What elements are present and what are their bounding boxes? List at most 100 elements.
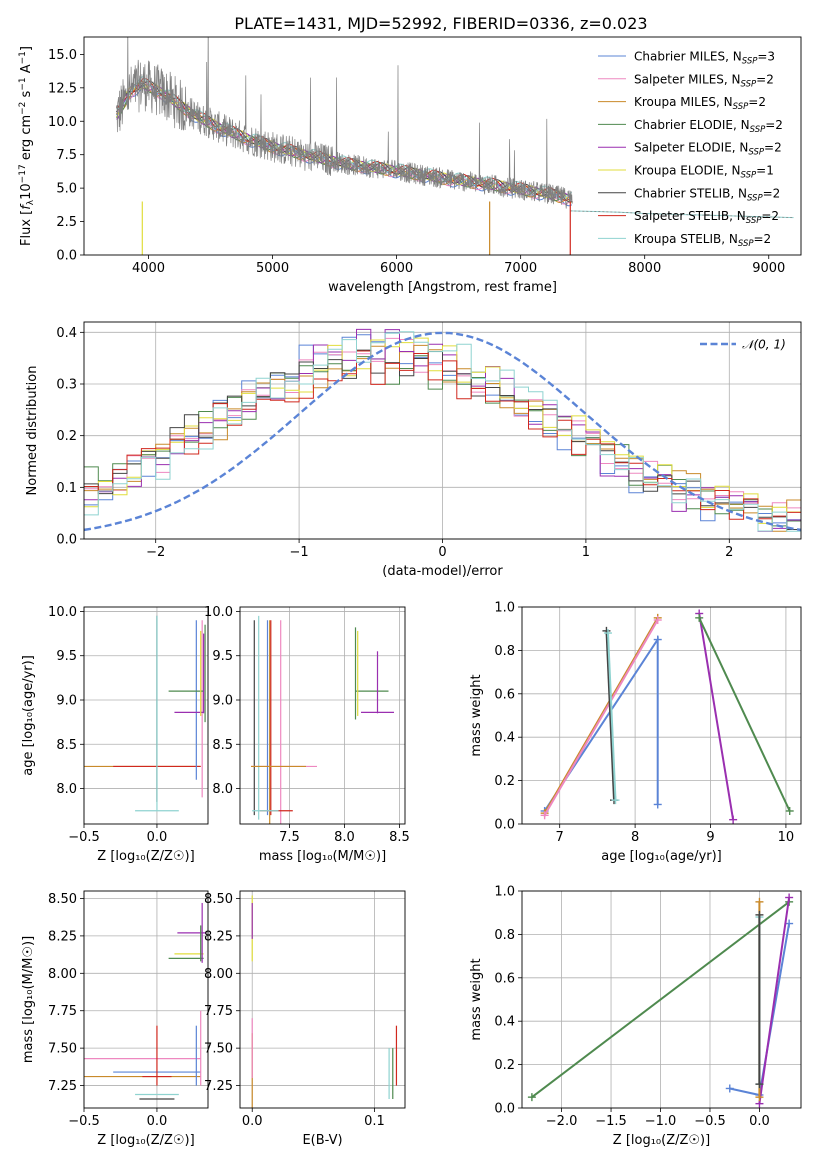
legend-label-normal: 𝒩(0, 1) <box>742 338 786 352</box>
y-tick-label: 7.50 <box>204 1042 233 1057</box>
x-tick-label: −1.0 <box>645 1114 677 1129</box>
y-tick-label: 0.4 <box>494 1015 515 1030</box>
y-tick-label: 8.0 <box>212 782 233 797</box>
x-tick-label: 0.1 <box>364 1114 385 1129</box>
y-tick-label: 7.5 <box>56 148 77 163</box>
y-tick-label: 0.6 <box>494 687 515 702</box>
y-tick-label: 0.2 <box>494 1058 515 1073</box>
mass-weight-line-salpeter-elodie <box>698 613 735 820</box>
residual-histogram-chabrier-elodie <box>84 355 801 527</box>
y-tick-label: 7.25 <box>204 1079 233 1094</box>
y-tick-label: 5.0 <box>56 182 77 197</box>
y-tick-label: 9.0 <box>56 694 77 709</box>
figure-title: PLATE=1431, MJD=52992, FIBERID=0336, z=0… <box>234 14 647 33</box>
x-axis-label: wavelength [Angstrom, rest frame] <box>328 280 557 295</box>
x-tick-label: 0.0 <box>147 1114 168 1129</box>
mass-weight-marker-chabrier-elodie <box>695 613 704 622</box>
legend-label-salpeter-miles: Salpeter MILES, NSSP=2 <box>634 72 774 89</box>
y-tick-label: 2.5 <box>56 215 77 230</box>
mass-weight-marker-salpeter-elodie <box>729 815 738 824</box>
mass-weight-marker-chabrier-stelib <box>755 1080 764 1089</box>
axes-frame <box>83 606 209 825</box>
normal-curve-line <box>84 331 801 532</box>
axes-frame <box>521 606 802 825</box>
y-tick-label: 7.75 <box>48 1004 77 1019</box>
y-tick-label: 0.0 <box>494 1102 515 1117</box>
legend-label-chabrier-elodie: Chabrier ELODIE, NSSP=2 <box>634 118 783 135</box>
observed-spectrum-line <box>115 37 573 209</box>
y-tick-label: 0.1 <box>56 481 77 496</box>
y-tick-label: 12.5 <box>48 81 77 96</box>
x-tick-label: 7 <box>556 830 564 845</box>
x-tick-label: 7.5 <box>279 830 300 845</box>
y-axis-label: Flux [fλ10−17 erg cm−2 s−1 A−1] <box>18 46 36 246</box>
x-tick-label: 9 <box>706 830 714 845</box>
y-tick-label: 7.25 <box>48 1079 77 1094</box>
mass-weight-marker-salpeter-miles <box>540 811 549 820</box>
legend-label-kroupa-elodie: Kroupa ELODIE, NSSP=1 <box>634 164 774 181</box>
y-tick-label: 7.75 <box>204 1004 233 1019</box>
model-line-kroupa-stelib <box>116 76 573 200</box>
mass-weight-marker-chabrier-elodie <box>785 806 794 815</box>
y-tick-label: 0.0 <box>56 249 77 264</box>
x-tick-label: −0.5 <box>68 1114 100 1129</box>
x-tick-label: 6000 <box>380 261 413 276</box>
x-tick-label: −2 <box>146 545 165 560</box>
x-tick-label: 8000 <box>628 261 661 276</box>
mass-vs-ebv-panel: 0.0 0.1 7.25 7.50 7.75 8.00 8.25 8.50 E(B-V) <box>204 890 406 1148</box>
x-tick-label: 2 <box>725 545 733 560</box>
y-tick-label: 8.25 <box>204 929 233 944</box>
y-tick-label: 0.2 <box>56 429 77 444</box>
y-tick-label: 1.0 <box>494 601 515 616</box>
y-tick-label: 0.0 <box>494 818 515 833</box>
mass-weight-lines <box>527 893 794 1108</box>
y-tick-label: 0.8 <box>494 644 515 659</box>
legend-label-salpeter-stelib: Salpeter STELIB, NSSP=2 <box>634 209 779 226</box>
y-tick-label: 0.8 <box>494 928 515 943</box>
x-axis-label: Z [log₁₀(Z/Z☉)] <box>97 1133 194 1148</box>
y-tick-label: 9.5 <box>56 649 77 664</box>
x-axis-label: mass [log₁₀(M/M☉)] <box>259 849 386 864</box>
axes-frame <box>239 890 406 1109</box>
mass-weight-marker-salpeter-elodie <box>785 893 794 902</box>
errorbar-plot-area <box>84 902 207 1100</box>
mass-weight-marker-salpeter-miles <box>653 616 662 625</box>
mass-weight-marker-chabrier-elodie <box>527 1093 536 1102</box>
x-tick-label: −2.0 <box>546 1114 578 1129</box>
x-tick-label: −0.5 <box>694 1114 726 1129</box>
x-tick-label: 8.5 <box>389 830 410 845</box>
axes-frame <box>83 890 209 1109</box>
mass-weight-marker-chabrier-miles <box>785 919 794 928</box>
errorbar-plot-area <box>251 895 398 1108</box>
mass-weight-marker-kroupa-stelib <box>603 629 612 638</box>
errorbar-plot-area <box>251 615 394 824</box>
errorbar-plot-area <box>84 615 206 812</box>
mass-weight-line-chabrier-stelib <box>605 630 615 801</box>
age-vs-metallicity-panel: −0.5 0.0 8.0 8.5 9.0 9.5 10.0 Z [log₁₀(Z/Z☉)] ag… <box>21 605 209 864</box>
mass-weight-marker-chabrier-miles <box>653 800 662 809</box>
mass-weight-marker-kroupa-stelib <box>611 796 620 805</box>
x-tick-label: 8 <box>631 830 639 845</box>
spectrum-panel: 4000 5000 6000 7000 8000 9000 0.0 2.5 5.0 7.5 10.0… <box>18 36 802 295</box>
x-axis-label: (data-model)/error <box>382 564 503 579</box>
axes-frame <box>239 606 406 825</box>
age-vs-mass-panel: 7.5 8.0 8.5 8.0 8.5 9.0 9.5 10.0 mass [log₁₀(M/M… <box>204 605 410 864</box>
x-tick-label: 7000 <box>504 261 537 276</box>
x-tick-label: −1 <box>290 545 309 560</box>
y-tick-label: 8.50 <box>48 892 77 907</box>
mass-weight-line-kroupa-stelib <box>607 632 617 801</box>
y-tick-label: 8.25 <box>48 929 77 944</box>
x-axis-label: Z [log₁₀(Z/Z☉)] <box>613 1133 710 1148</box>
legend-label-salpeter-elodie: Salpeter ELODIE, NSSP=2 <box>634 141 782 158</box>
x-tick-label: 10 <box>778 830 795 845</box>
x-tick-label: 0 <box>438 545 446 560</box>
y-tick-label: 8.0 <box>56 782 77 797</box>
mass-weight-line-salpeter-elodie <box>758 897 791 1104</box>
y-tick-label: 8.5 <box>212 738 233 753</box>
massweight-vs-metallicity-panel: −2.0 −1.5 −1.0 −0.5 0.0 0.0 0.2 0.4 0.6 0.8 1.0 Z [… <box>469 885 802 1148</box>
x-tick-label: 4000 <box>132 261 165 276</box>
mass-weight-marker-chabrier-stelib <box>755 910 764 919</box>
y-tick-label: 1.0 <box>494 885 515 900</box>
y-tick-label: 10.0 <box>48 605 77 620</box>
